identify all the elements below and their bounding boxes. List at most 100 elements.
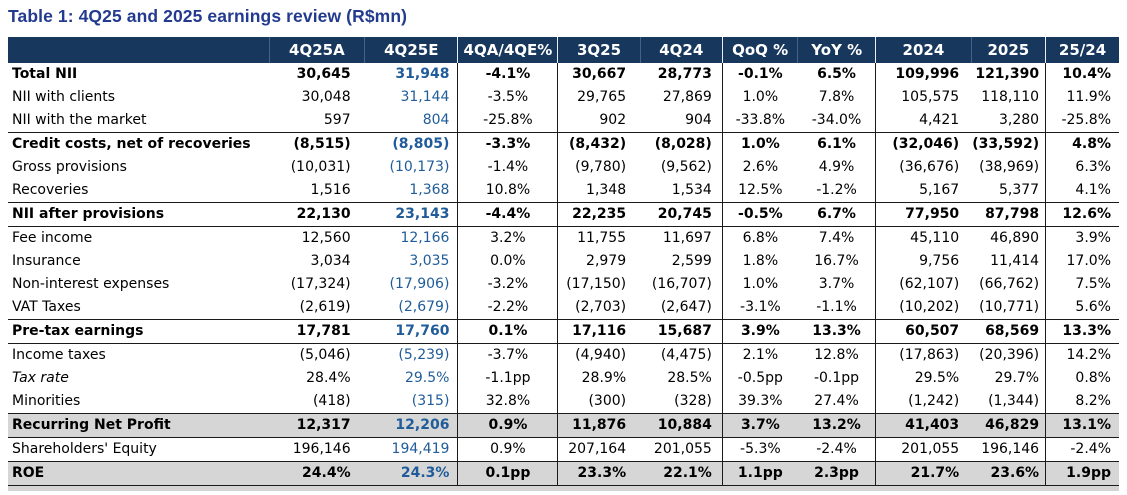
table-cell: 16.7% xyxy=(814,253,859,269)
table-cell: 14.2% xyxy=(1045,343,1119,367)
table-row: Fee income 12,560 12,166 3.2% 11,755 11,697 6.… xyxy=(8,226,1119,250)
table-row: NII with the market 597 804 -25.8% 902 904 -33… xyxy=(8,109,1119,133)
table-cell: -2.4% xyxy=(816,441,857,457)
table-cell: 4,421 xyxy=(875,109,972,133)
table-cell: 45,110 xyxy=(875,226,972,250)
row-label: NII with the market xyxy=(12,112,147,128)
table-cell: -4.1% xyxy=(457,63,558,86)
table-cell: -2.4% xyxy=(1045,437,1119,462)
table-row: Total NII 30,645 31,948 -4.1% 30,667 28,773 -0… xyxy=(8,63,1119,86)
table-cell: 31,144 xyxy=(400,89,450,105)
row-label: Income taxes xyxy=(12,347,106,363)
table-cell: 196,146 xyxy=(981,441,1040,457)
table-row: Gross provisions (10,031) (10,173) -1.4% (9,… xyxy=(8,156,1119,179)
table-cell: -0.1pp xyxy=(813,370,860,386)
table-cell: 5,167 xyxy=(875,179,972,203)
row-label: Total NII xyxy=(12,66,78,82)
row-label: Gross provisions xyxy=(12,159,127,175)
table-cell: 30,048 xyxy=(301,89,351,105)
table-cell: 0.8% xyxy=(1045,367,1119,390)
table-cell: -1.1pp xyxy=(457,367,558,390)
table-cell: 194,419 xyxy=(391,441,450,457)
table-cell: 28,773 xyxy=(657,66,712,82)
table-cell: 2.1% xyxy=(721,343,798,367)
table-cell: (10,202) xyxy=(875,296,972,320)
table-cell: 11,697 xyxy=(662,230,712,246)
table-cell: (328) xyxy=(674,393,712,409)
table-cell: 12,560 xyxy=(301,230,351,246)
table-row: Income taxes (5,046) (5,239) -3.7% (4,940) (4… xyxy=(8,343,1119,367)
table-cell: 0.1pp xyxy=(457,461,558,486)
table-cell: 1.0% xyxy=(721,273,798,296)
table-cell: (9,562) xyxy=(660,159,712,175)
table-cell: 5.6% xyxy=(1045,296,1119,320)
table-cell: 804 xyxy=(422,112,450,128)
table-cell: 41,403 xyxy=(875,413,972,438)
table-row: ROE 24.4% 24.3% 0.1pp 23.3% 22.1% 1.1pp 2.3pp 21… xyxy=(8,461,1119,486)
table-cell: 207,164 xyxy=(557,437,641,462)
table-row: Recoveries 1,516 1,368 10.8% 1,348 1,534 12.5%… xyxy=(8,179,1119,203)
table-cell: -5.3% xyxy=(721,437,798,462)
table-cell: 27.4% xyxy=(814,393,859,409)
table-cell: 0.0% xyxy=(457,250,558,273)
table-cell: 1,516 xyxy=(310,182,351,198)
table-cell: -4.4% xyxy=(457,202,558,227)
table-row: Pre-tax earnings 17,781 17,760 0.1% 17,116 15… xyxy=(8,319,1119,344)
table-cell: (8,805) xyxy=(364,132,458,156)
table-cell: -3.1% xyxy=(721,296,798,320)
table-cell: 2,979 xyxy=(557,250,641,273)
table-cell: 4.9% xyxy=(818,159,855,175)
header-cell-25-24: 25/24 xyxy=(1045,37,1119,63)
table-cell: 12.5% xyxy=(721,179,798,203)
table-cell: (2,647) xyxy=(660,299,712,315)
table-cell: -25.8% xyxy=(457,109,558,133)
table-cell: 1,368 xyxy=(409,182,450,198)
table-row: Recurring Net Profit 12,317 12,206 0.9% 11,8… xyxy=(8,413,1119,438)
table-cell: -33.8% xyxy=(721,109,798,133)
table-cell: -1.4% xyxy=(457,156,558,179)
table-cell: 10.4% xyxy=(1045,63,1119,86)
table-row: Shareholders' Equity 196,146 194,419 0.9% 20… xyxy=(8,437,1119,462)
table-cell: 11,755 xyxy=(557,226,641,250)
table-row: Tax rate 28.4% 29.5% -1.1pp 28.9% 28.5% -0.5pp… xyxy=(8,367,1119,390)
table-cell: 1.9pp xyxy=(1045,461,1119,486)
table-cell: 20,745 xyxy=(640,202,723,227)
table-cell: (17,150) xyxy=(557,273,641,296)
row-label: VAT Taxes xyxy=(12,299,81,315)
table-cell: 11,876 xyxy=(557,413,641,438)
header-cell-4q25e: 4Q25E xyxy=(364,37,458,63)
table-cell: (36,676) xyxy=(875,156,972,179)
table-cell: 201,055 xyxy=(653,441,712,457)
table-cell: 39.3% xyxy=(721,390,798,414)
table-cell: 17,760 xyxy=(364,319,458,344)
table-cell: 3.7% xyxy=(721,413,798,438)
table-cell: 22,235 xyxy=(557,202,641,227)
table-cell: 105,575 xyxy=(875,86,972,109)
table-cell: (300) xyxy=(557,390,641,414)
table-cell: 3.2% xyxy=(457,226,558,250)
table-cell: 30,645 xyxy=(296,66,351,82)
table-cell: (2,679) xyxy=(398,299,450,315)
table-cell: (20,396) xyxy=(979,347,1040,363)
table-cell: 0.1% xyxy=(457,319,558,344)
row-label: Minorities xyxy=(12,393,81,409)
table-cell: 0.9% xyxy=(457,437,558,462)
table-cell: 6.5% xyxy=(817,66,856,82)
table-cell: (38,969) xyxy=(979,159,1040,175)
table-cell: 3,034 xyxy=(310,253,351,269)
table-cell: (8,432) xyxy=(557,132,641,156)
row-label: ROE xyxy=(8,461,270,486)
table-cell: 32.8% xyxy=(457,390,558,414)
table-cell: 21.7% xyxy=(875,461,972,486)
table-cell: 1.0% xyxy=(721,132,798,156)
table-cell: 12,166 xyxy=(400,230,450,246)
table-cell: 17,116 xyxy=(557,319,641,344)
table-cell: (2,619) xyxy=(299,299,351,315)
table-cell: (16,707) xyxy=(651,276,712,292)
table-bottom-strip xyxy=(8,486,1119,491)
table-cell: (17,863) xyxy=(875,343,972,367)
table-cell: 28.4% xyxy=(306,370,351,386)
table-cell: 6.3% xyxy=(1045,156,1119,179)
table-cell: 17,781 xyxy=(269,319,365,344)
